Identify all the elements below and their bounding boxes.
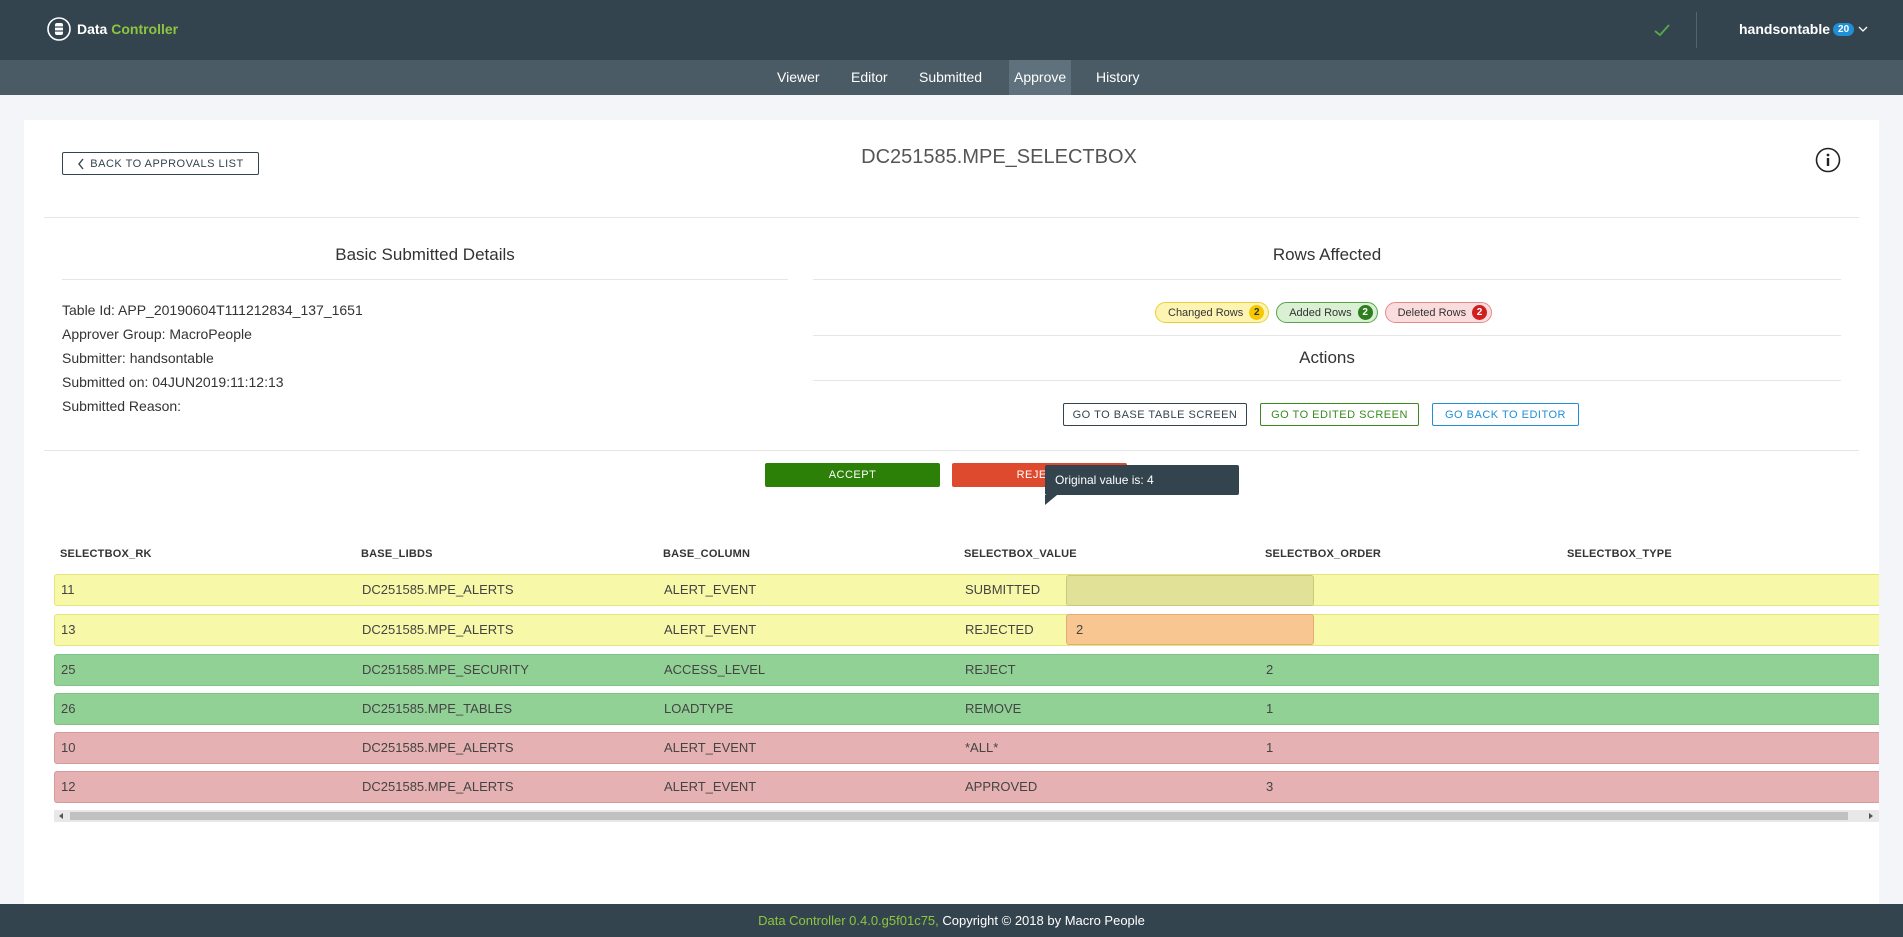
go-back-to-editor-button[interactable]: GO BACK TO EDITOR bbox=[1432, 403, 1579, 426]
table-row[interactable]: 13 DC251585.MPE_ALERTS ALERT_EVENT REJEC… bbox=[54, 614, 1879, 646]
scroll-left-icon[interactable] bbox=[57, 812, 65, 820]
table-cell[interactable]: REJECTED bbox=[965, 622, 1034, 637]
accept-button[interactable]: ACCEPT bbox=[765, 463, 940, 487]
column-header[interactable]: SELECTBOX_RK bbox=[60, 548, 152, 560]
approver-group: Approver Group: MacroPeople bbox=[62, 326, 252, 342]
submitted-reason: Submitted Reason: bbox=[62, 398, 182, 414]
table-cell[interactable]: 10 bbox=[61, 740, 76, 755]
footer-version: Data Controller 0.4.0.g5f01c75, bbox=[758, 913, 939, 928]
divider bbox=[813, 380, 1841, 381]
go-to-edited-button[interactable]: GO TO EDITED SCREEN bbox=[1260, 403, 1419, 426]
app-name: Data Controller bbox=[77, 21, 179, 37]
table-cell[interactable]: 2 bbox=[1076, 622, 1084, 637]
table-row[interactable]: 12 DC251585.MPE_ALERTS ALERT_EVENT APPRO… bbox=[54, 771, 1879, 803]
submitter: Submitter: handsontable bbox=[62, 350, 214, 366]
table-cell[interactable]: DC251585.MPE_TABLES bbox=[362, 701, 513, 716]
added-rows-badge[interactable]: Added Rows 2 bbox=[1276, 302, 1378, 323]
added-count: 2 bbox=[1357, 305, 1373, 320]
scroll-thumb[interactable] bbox=[70, 812, 1848, 820]
table-id: Table Id: APP_20190604T111212834_137_165… bbox=[62, 302, 363, 318]
check-icon bbox=[1654, 24, 1670, 37]
original-value-tooltip: Original value is: 4 bbox=[1045, 465, 1239, 495]
details-heading: Basic Submitted Details bbox=[335, 245, 515, 264]
tab-approve[interactable]: Approve bbox=[1009, 60, 1072, 95]
table-cell[interactable]: DC251585.MPE_SECURITY bbox=[362, 662, 529, 677]
table-cell[interactable]: APPROVED bbox=[965, 779, 1038, 794]
approval-card: BACK TO APPROVALS LIST DC251585.MPE_SELE… bbox=[24, 120, 1879, 904]
chevron-down-icon[interactable] bbox=[1857, 24, 1869, 34]
table-cell[interactable]: ALERT_EVENT bbox=[664, 779, 757, 794]
submitted-on: Submitted on: 04JUN2019:11:12:13 bbox=[62, 374, 284, 390]
divider bbox=[813, 279, 1841, 280]
scroll-right-icon[interactable] bbox=[1867, 812, 1875, 820]
footer: Data Controller 0.4.0.g5f01c75, Copyrigh… bbox=[0, 904, 1903, 937]
table-cell[interactable]: *ALL* bbox=[965, 740, 999, 755]
changed-cell[interactable] bbox=[1066, 575, 1314, 606]
divider bbox=[44, 217, 1859, 218]
chevron-left-icon bbox=[78, 158, 84, 169]
table-row[interactable]: 11 DC251585.MPE_ALERTS ALERT_EVENT SUBMI… bbox=[54, 574, 1879, 606]
details-list: Table Id: APP_20190604T111212834_137_165… bbox=[62, 298, 363, 418]
table-cell[interactable]: 2 bbox=[1266, 662, 1274, 677]
horizontal-scrollbar[interactable] bbox=[54, 810, 1879, 822]
table-cell[interactable]: REMOVE bbox=[965, 701, 1022, 716]
table-cell[interactable]: 12 bbox=[61, 779, 76, 794]
changed-cell[interactable] bbox=[1066, 614, 1314, 645]
footer-copyright: Copyright © 2018 by Macro People bbox=[938, 913, 1145, 928]
table-cell[interactable]: 26 bbox=[61, 701, 76, 716]
changed-count: 2 bbox=[1249, 305, 1265, 320]
rows-affected-pills: Changed Rows 2 Added Rows 2 Deleted Rows… bbox=[1155, 302, 1493, 323]
table-cell[interactable]: ALERT_EVENT bbox=[664, 582, 757, 597]
table-cell[interactable]: 1 bbox=[1266, 701, 1274, 716]
table-cell[interactable]: DC251585.MPE_ALERTS bbox=[362, 582, 514, 597]
divider bbox=[62, 279, 788, 280]
table-cell[interactable]: DC251585.MPE_ALERTS bbox=[362, 622, 514, 637]
table-cell[interactable]: 11 bbox=[61, 582, 75, 597]
rows-affected-heading: Rows Affected bbox=[1272, 245, 1382, 264]
divider bbox=[44, 450, 1859, 451]
column-header[interactable]: BASE_LIBDS bbox=[361, 548, 433, 560]
divider bbox=[813, 335, 1841, 336]
table-cell[interactable]: 1 bbox=[1266, 740, 1274, 755]
info-icon[interactable] bbox=[1815, 147, 1841, 173]
go-to-base-table-button[interactable]: GO TO BASE TABLE SCREEN bbox=[1063, 403, 1247, 426]
deleted-count: 2 bbox=[1472, 305, 1488, 320]
page-title: DC251585.MPE_SELECTBOX bbox=[861, 146, 1137, 168]
main-nav: Viewer Editor Submitted Approve History bbox=[0, 60, 1903, 95]
tab-viewer[interactable]: Viewer bbox=[777, 69, 820, 85]
table-cell[interactable]: 3 bbox=[1266, 779, 1274, 794]
tab-editor[interactable]: Editor bbox=[851, 69, 888, 85]
tab-history[interactable]: History bbox=[1096, 69, 1140, 85]
app-logo[interactable]: Data Controller bbox=[47, 17, 178, 41]
table-cell[interactable]: SUBMITTED bbox=[965, 582, 1041, 597]
top-header: Data Controller handsontable 20 bbox=[0, 0, 1903, 60]
actions-heading: Actions bbox=[1299, 348, 1355, 367]
column-header[interactable]: BASE_COLUMN bbox=[663, 548, 751, 560]
table-cell[interactable]: ACCESS_LEVEL bbox=[664, 662, 766, 677]
column-header[interactable]: SELECTBOX_ORDER bbox=[1265, 548, 1382, 560]
table-cell[interactable]: REJECT bbox=[965, 662, 1016, 677]
deleted-rows-badge[interactable]: Deleted Rows 2 bbox=[1384, 302, 1493, 323]
user-badge: 20 bbox=[1833, 22, 1855, 36]
table-cell[interactable]: ALERT_EVENT bbox=[664, 740, 757, 755]
table-cell[interactable]: LOADTYPE bbox=[664, 701, 734, 716]
table-cell[interactable]: 13 bbox=[61, 622, 76, 637]
tooltip-arrow bbox=[1045, 495, 1057, 505]
table-cell[interactable]: 25 bbox=[61, 662, 76, 677]
table-cell[interactable]: ALERT_EVENT bbox=[664, 622, 757, 637]
header-divider bbox=[1696, 12, 1697, 48]
back-to-approvals-button[interactable]: BACK TO APPROVALS LIST bbox=[62, 152, 259, 175]
tab-submitted[interactable]: Submitted bbox=[919, 69, 983, 85]
database-logo-icon bbox=[47, 17, 71, 41]
table-cell[interactable]: DC251585.MPE_ALERTS bbox=[362, 779, 514, 794]
username: handsontable bbox=[1739, 21, 1831, 37]
table-cell[interactable]: DC251585.MPE_ALERTS bbox=[362, 740, 514, 755]
column-header[interactable]: SELECTBOX_TYPE bbox=[1567, 548, 1672, 560]
column-header[interactable]: SELECTBOX_VALUE bbox=[964, 548, 1077, 560]
user-menu[interactable]: handsontable 20 bbox=[1739, 21, 1855, 37]
table-row[interactable]: 26 DC251585.MPE_TABLES LOADTYPE REMOVE 1 bbox=[54, 693, 1879, 725]
changed-rows-badge[interactable]: Changed Rows 2 bbox=[1155, 302, 1270, 323]
table-row[interactable]: 10 DC251585.MPE_ALERTS ALERT_EVENT *ALL*… bbox=[54, 732, 1879, 764]
table-row[interactable]: 25 DC251585.MPE_SECURITY ACCESS_LEVEL RE… bbox=[54, 654, 1879, 686]
